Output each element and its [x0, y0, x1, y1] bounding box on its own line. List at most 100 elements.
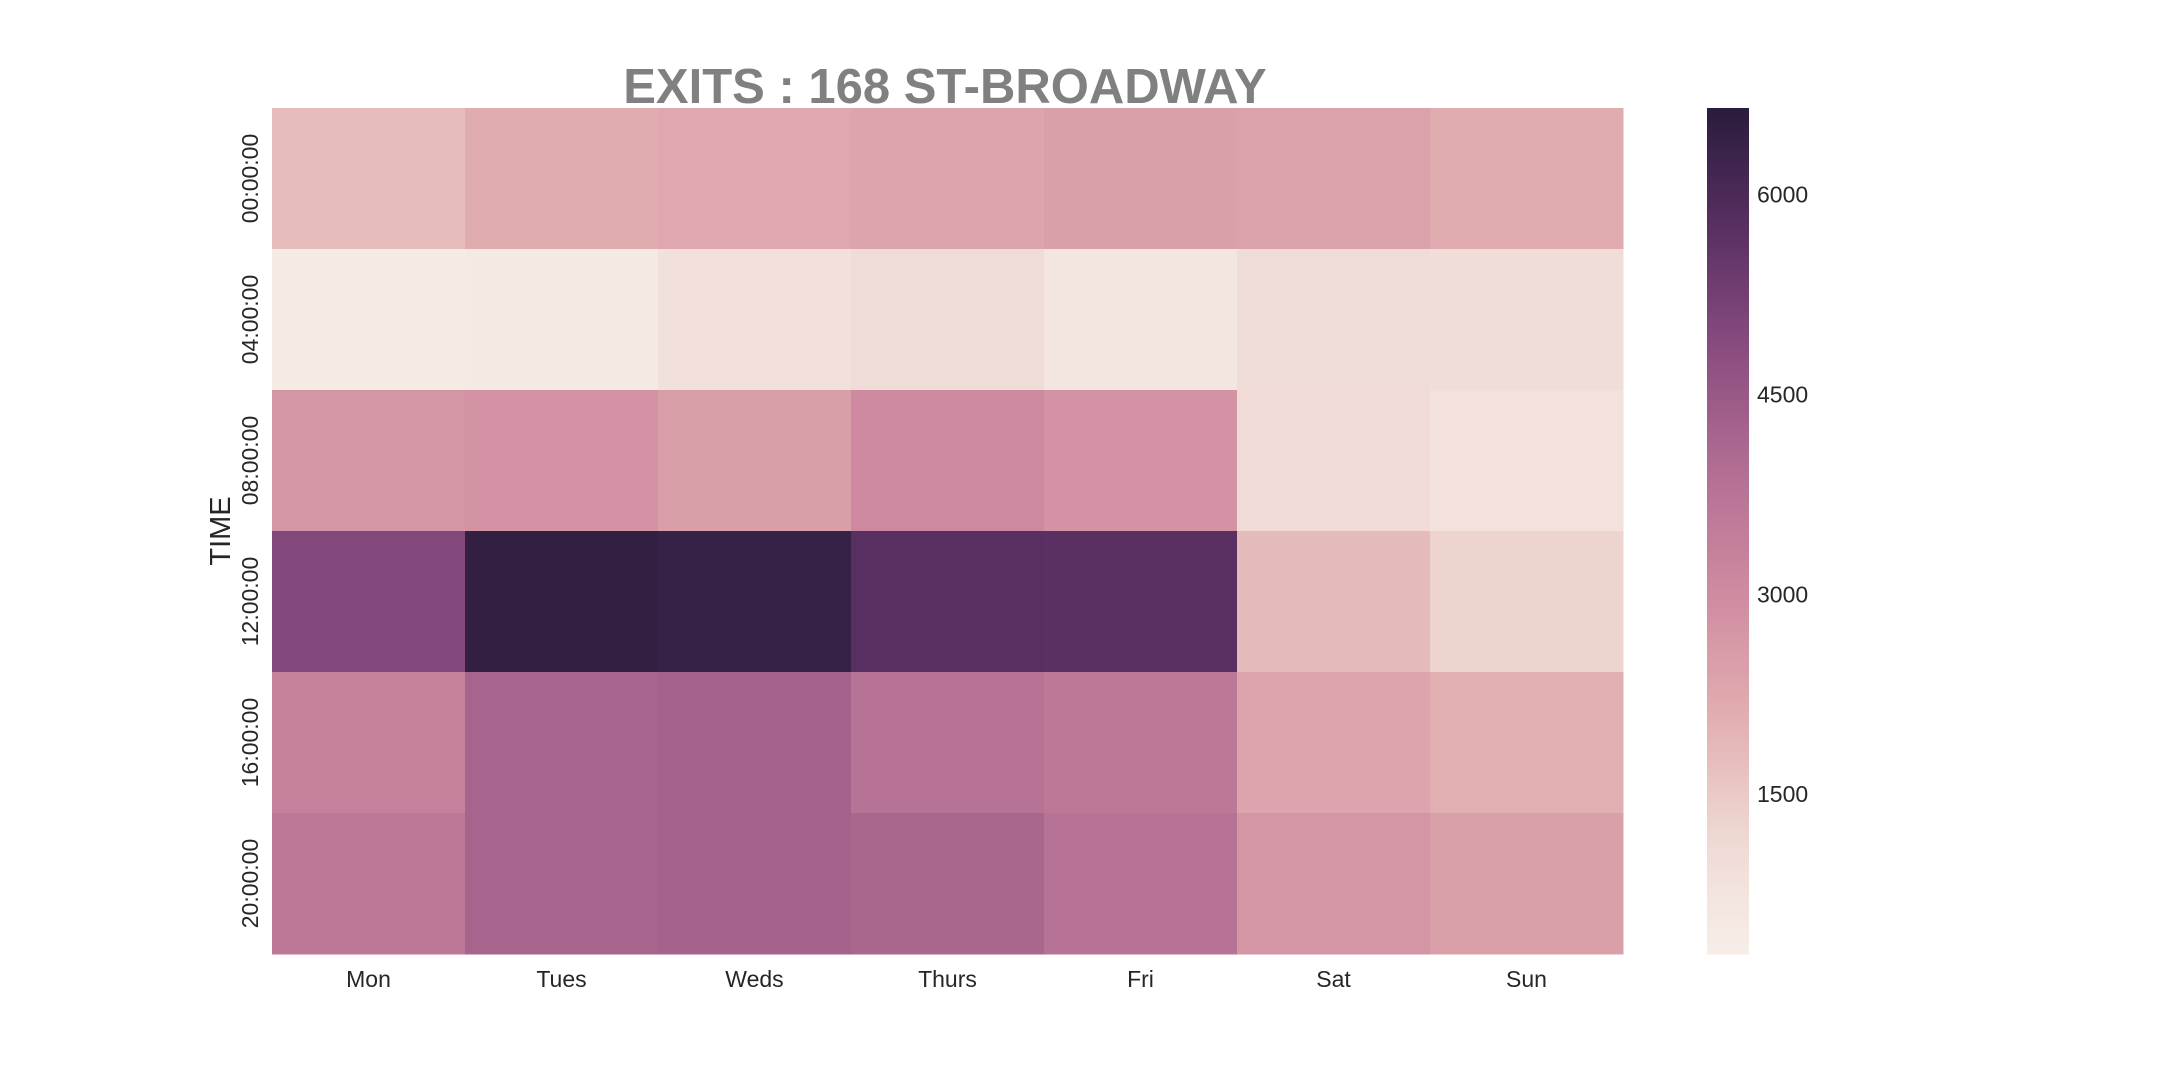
colorbar-slice [1707, 615, 1749, 621]
colorbar-slice [1707, 831, 1749, 837]
colorbar-slice [1707, 315, 1749, 321]
colorbar-slice [1707, 361, 1749, 367]
colorbar-slice [1707, 877, 1749, 883]
colorbar-slice [1707, 319, 1749, 325]
heatmap-cell-040000-sat [1237, 249, 1431, 391]
colorbar-slice [1707, 230, 1749, 236]
colorbar-slice [1707, 602, 1749, 608]
heatmap-cell-200000-fri [1044, 813, 1238, 955]
colorbar-slice [1707, 349, 1749, 354]
colorbar-slice [1707, 822, 1749, 828]
colorbar-slice [1707, 662, 1749, 667]
heatmap-cell-200000-tues [465, 813, 659, 955]
colorbar-slice [1707, 535, 1749, 541]
colorbar-slice [1707, 399, 1749, 405]
colorbar-slice [1707, 835, 1749, 841]
colorbar-slice [1707, 370, 1749, 376]
colorbar-slice [1707, 336, 1749, 342]
colorbar-slice [1707, 412, 1749, 418]
heatmap-cell-080000-tues [465, 390, 659, 532]
colorbar-slice [1707, 573, 1749, 579]
colorbar-slice [1707, 281, 1749, 287]
colorbar-slice [1707, 899, 1749, 904]
colorbar-slice [1707, 886, 1749, 892]
heatmap-cell-000000-thurs [851, 108, 1045, 250]
colorbar-slice [1707, 666, 1749, 672]
heatmap-cell-080000-thurs [851, 390, 1045, 532]
colorbar-slice [1707, 501, 1749, 507]
colorbar-slice [1707, 691, 1749, 697]
colorbar-slice [1707, 729, 1749, 735]
colorbar-slice [1707, 543, 1749, 549]
colorbar-slice [1707, 704, 1749, 710]
colorbar-slice [1707, 932, 1749, 938]
colorbar-slice [1707, 497, 1749, 502]
colorbar-slice [1707, 636, 1749, 642]
colorbar-slice [1707, 260, 1749, 266]
colorbar-slice [1707, 755, 1749, 761]
colorbar-slice [1707, 611, 1749, 617]
colorbar-slice [1707, 526, 1749, 532]
colorbar-slice [1707, 640, 1749, 646]
y-tick-label-160000: 16:00:00 [237, 698, 263, 788]
colorbar-slice [1707, 738, 1749, 744]
heatmap-cell-000000-fri [1044, 108, 1238, 250]
colorbar-slice [1707, 120, 1749, 126]
colorbar-slice [1707, 780, 1749, 786]
colorbar-slice [1707, 742, 1749, 748]
colorbar-slice [1707, 894, 1749, 900]
heatmap-cell-000000-sat [1237, 108, 1431, 250]
colorbar-slice [1707, 860, 1749, 866]
colorbar-slice [1707, 514, 1749, 519]
colorbar-slice [1707, 268, 1749, 274]
colorbar-slice [1707, 805, 1749, 811]
colorbar-slice [1707, 272, 1749, 278]
colorbar-slice [1707, 243, 1749, 249]
colorbar-slice [1707, 146, 1749, 151]
colorbar-slice [1707, 945, 1749, 951]
colorbar-slice [1707, 179, 1749, 185]
colorbar-slice [1707, 717, 1749, 722]
colorbar-slice [1707, 277, 1749, 283]
colorbar-slice [1707, 437, 1749, 443]
heatmap-cell-160000-sat [1237, 672, 1431, 814]
colorbar-slice [1707, 306, 1749, 312]
colorbar-slice [1707, 734, 1749, 739]
y-axis-label: TIME [205, 496, 237, 565]
x-tick-label-thurs: Thurs [918, 966, 977, 992]
heatmap-cell-040000-fri [1044, 249, 1238, 391]
colorbar-slice [1707, 789, 1749, 794]
colorbar-slice [1707, 201, 1749, 206]
colorbar-slice [1707, 632, 1749, 638]
colorbar-slice [1707, 649, 1749, 655]
colorbar-slice [1707, 323, 1749, 329]
y-tick-label-000000: 00:00:00 [237, 134, 263, 224]
colorbar-slice [1707, 767, 1749, 773]
heatmap-cell-120000-thurs [851, 531, 1045, 673]
colorbar-slice [1707, 827, 1749, 832]
colorbar-slice [1707, 801, 1749, 807]
colorbar-slice [1707, 251, 1749, 257]
colorbar-slice [1707, 492, 1749, 498]
heatmap-cell-040000-sun [1430, 249, 1624, 391]
colorbar-slice [1707, 911, 1749, 917]
colorbar-slice [1707, 522, 1749, 528]
colorbar-slice [1707, 674, 1749, 680]
colorbar-slice [1707, 108, 1749, 113]
colorbar-slice [1707, 907, 1749, 913]
colorbar-slice [1707, 937, 1749, 942]
colorbar-slice [1707, 357, 1749, 363]
colorbar-slice [1707, 585, 1749, 591]
colorbar-slice [1707, 509, 1749, 515]
heatmap-cell-160000-fri [1044, 672, 1238, 814]
colorbar-slice [1707, 158, 1749, 164]
y-tick-labels: 00:00:00 04:00:00 08:00:00 12:00:00 16:00:00… [237, 134, 263, 929]
colorbar-slice [1707, 192, 1749, 198]
colorbar-slice [1707, 387, 1749, 393]
colorbar-slice [1707, 657, 1749, 663]
heatmap-cell-120000-sun [1430, 531, 1624, 673]
colorbar-slice [1707, 429, 1749, 435]
colorbar-slice [1707, 311, 1749, 316]
colorbar-slice [1707, 619, 1749, 625]
